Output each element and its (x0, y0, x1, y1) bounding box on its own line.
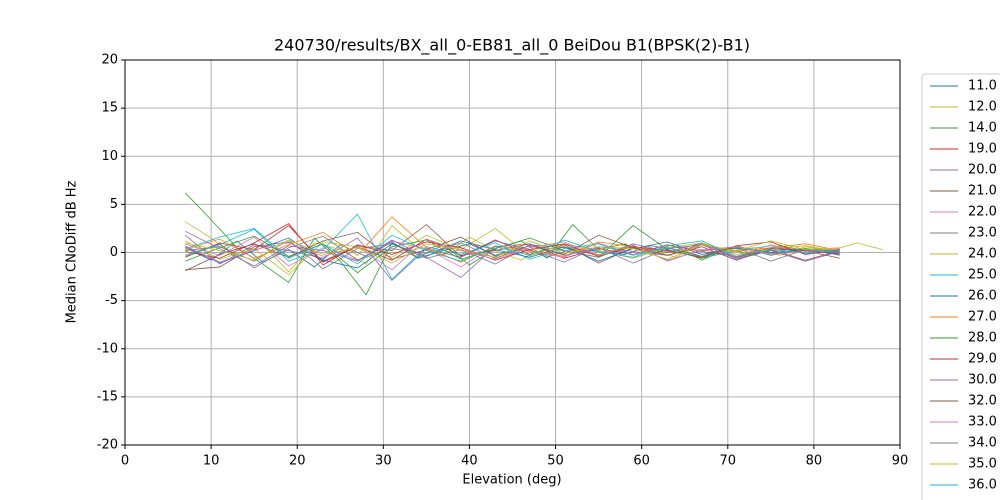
x-tick-label: 90 (892, 454, 909, 469)
legend-label: 19.0 (968, 142, 997, 157)
legend-label: 26.0 (968, 289, 997, 304)
x-tick-label: 30 (375, 454, 392, 469)
legend-label: 36.0 (968, 478, 997, 493)
legend-label: 22.0 (968, 205, 997, 220)
series-line (185, 223, 840, 266)
x-axis-label: Elevation (deg) (462, 473, 561, 488)
legend-label: 34.0 (968, 436, 997, 451)
y-axis-label: Median CNoDiff dB Hz (65, 180, 80, 323)
y-tick-label: -5 (105, 293, 118, 308)
legend-label: 27.0 (968, 310, 997, 325)
legend-label: 29.0 (968, 352, 997, 367)
y-tick-label: -15 (97, 389, 118, 404)
series-line (185, 230, 840, 279)
x-tick-label: 20 (289, 454, 306, 469)
y-tick-label: 20 (101, 53, 118, 68)
legend-label: 12.0 (968, 100, 997, 115)
series-line (185, 235, 840, 269)
legend-label: 32.0 (968, 394, 997, 409)
x-tick-label: 10 (203, 454, 220, 469)
legend-label: 23.0 (968, 226, 997, 241)
y-tick-label: 0 (110, 245, 118, 260)
legend-label: 28.0 (968, 331, 997, 346)
legend-label: 33.0 (968, 415, 997, 430)
y-tick-label: 15 (101, 101, 118, 116)
x-tick-label: 70 (720, 454, 737, 469)
series-line (185, 236, 840, 268)
series-line (185, 227, 840, 276)
chart-title: 240730/results/BX_all_0-EB81_all_0 BeiDo… (274, 36, 750, 56)
series-line (185, 238, 840, 271)
legend-label: 35.0 (968, 457, 997, 472)
legend-label: 25.0 (968, 268, 997, 283)
legend-box (921, 73, 1000, 500)
y-tick-label: 10 (101, 149, 118, 164)
legend-label: 21.0 (968, 184, 997, 199)
legend-label: 14.0 (968, 121, 997, 136)
legend-label: 11.0 (968, 79, 997, 94)
x-tick-label: 60 (633, 454, 650, 469)
x-tick-label: 80 (806, 454, 823, 469)
legend-label: 24.0 (968, 247, 997, 262)
x-tick-label: 0 (121, 454, 129, 469)
y-tick-label: 5 (110, 197, 118, 212)
y-tick-label: -20 (97, 438, 118, 453)
series-line (185, 239, 840, 264)
y-tick-label: -10 (97, 341, 118, 356)
x-tick-label: 50 (547, 454, 564, 469)
series-line (185, 228, 840, 265)
legend-label: 20.0 (968, 163, 997, 178)
x-tick-label: 40 (461, 454, 478, 469)
plot-frame (124, 59, 901, 446)
legend-label: 30.0 (968, 373, 997, 388)
